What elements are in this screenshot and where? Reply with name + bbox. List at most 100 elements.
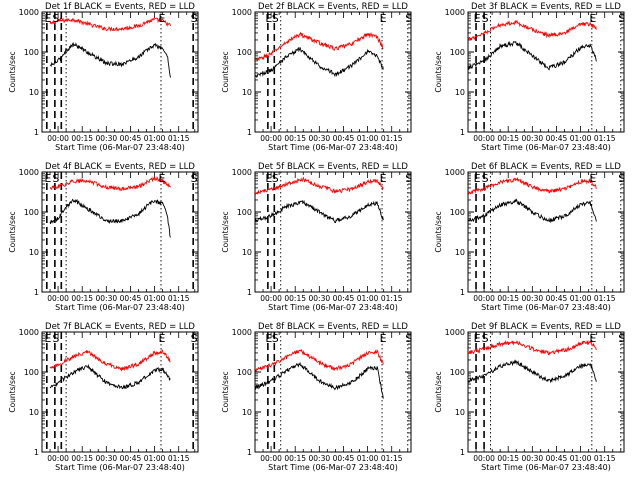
x-tick-label: 00:30 [309, 134, 331, 143]
event-marker-label: S [52, 12, 59, 25]
x-tick-label: 00:30 [309, 454, 331, 463]
y-tick-label: 10 [455, 248, 465, 257]
x-tick-label: 00:45 [120, 294, 142, 303]
x-tick-label: 00:45 [120, 134, 142, 143]
chart-panel: Det 3f BLACK = Events, RED = LLD 1 10 100 10… [434, 2, 625, 152]
event-marker-label: S [405, 12, 412, 25]
x-axis-label: Start Time (06-Mar-07 23:48:40) [55, 463, 185, 472]
event-marker-label: E [265, 332, 272, 345]
y-tick-label: 10 [242, 88, 252, 97]
x-tick-label: 00:45 [546, 294, 568, 303]
chart-panel: Det 8f BLACK = Events, RED = LLD 1 10 100 10… [221, 322, 412, 472]
x-tick-label: 00:15 [497, 134, 519, 143]
plot-data [468, 172, 622, 292]
lld-series-line [49, 175, 171, 192]
plot-data [468, 12, 622, 132]
x-tick-label: 00:00 [473, 454, 495, 463]
event-marker-label: E [474, 172, 481, 185]
event-marker-label: E [159, 332, 166, 345]
x-tick-label: 00:00 [473, 294, 495, 303]
y-tick-label: 1 [460, 288, 465, 297]
chart-panel: Det 9f BLACK = Events, RED = LLD 1 10 100 10… [434, 322, 625, 472]
y-tick-label: 1 [34, 288, 39, 297]
x-tick-label: 00:00 [473, 134, 495, 143]
y-tick-label: 1 [460, 448, 465, 457]
y-axis-label: Counts/sec [434, 371, 443, 412]
y-tick-label: 10 [455, 408, 465, 417]
x-tick-label: 01:00 [570, 294, 592, 303]
y-tick-label: 100 [237, 208, 252, 217]
x-axis-label: Start Time (06-Mar-07 23:48:40) [481, 143, 611, 152]
chart-title: Det 8f BLACK = Events, RED = LLD [258, 322, 408, 332]
x-tick-label: 01:00 [357, 294, 379, 303]
lld-series-line [468, 177, 597, 195]
chart-title: Det 7f BLACK = Events, RED = LLD [45, 322, 195, 332]
chart-title: Det 2f BLACK = Events, RED = LLD [258, 2, 408, 12]
event-marker-label: S [405, 172, 412, 185]
y-tick-label: 100 [237, 368, 252, 377]
plot-data [468, 332, 622, 452]
x-axis-label: Start Time (06-Mar-07 23:48:40) [481, 463, 611, 472]
y-axis-label: Counts/sec [8, 51, 17, 92]
chart-panel: Det 4f BLACK = Events, RED = LLD 1 10 100 10… [8, 162, 199, 312]
lld-series-line [49, 17, 171, 33]
event-marker-label: S [482, 12, 489, 25]
event-marker-label: S [618, 332, 625, 345]
y-tick-label: 1 [460, 128, 465, 137]
x-tick-label: 00:45 [120, 454, 142, 463]
x-tick-label: 00:15 [284, 454, 306, 463]
plot-data [255, 172, 409, 292]
x-axis-label: Start Time (06-Mar-07 23:48:40) [55, 143, 185, 152]
x-tick-label: 00:45 [546, 454, 568, 463]
y-tick-label: 1 [34, 448, 39, 457]
y-tick-label: 100 [450, 208, 465, 217]
chart-panel: Det 6f BLACK = Events, RED = LLD 1 10 100 10… [434, 162, 625, 312]
event-marker-label: E [44, 12, 51, 25]
x-tick-label: 01:15 [381, 294, 403, 303]
x-axis-label: Start Time (06-Mar-07 23:48:40) [55, 303, 185, 312]
plot-data [46, 12, 194, 132]
chart-title: Det 4f BLACK = Events, RED = LLD [45, 162, 195, 172]
event-marker-label: E [44, 332, 51, 345]
x-tick-label: 00:30 [96, 134, 118, 143]
plot-data [255, 332, 409, 452]
event-marker-label: E [380, 332, 387, 345]
x-axis-label: Start Time (06-Mar-07 23:48:40) [268, 303, 398, 312]
chart-panel: Det 5f BLACK = Events, RED = LLD 1 10 100 10… [221, 162, 412, 312]
y-tick-label: 1000 [232, 8, 252, 17]
plot-frame [41, 171, 199, 293]
y-tick-label: 1000 [19, 168, 39, 177]
x-axis-label: Start Time (06-Mar-07 23:48:40) [268, 143, 398, 152]
x-tick-label: 00:15 [497, 294, 519, 303]
x-tick-label: 00:00 [47, 454, 69, 463]
event-marker-label: S [191, 12, 198, 25]
chart-title: Det 6f BLACK = Events, RED = LLD [471, 162, 621, 172]
y-tick-label: 10 [242, 248, 252, 257]
y-tick-label: 1000 [445, 328, 465, 337]
x-tick-label: 00:30 [96, 294, 118, 303]
plot-frame [254, 171, 412, 293]
y-tick-label: 1000 [232, 328, 252, 337]
chart-title: Det 3f BLACK = Events, RED = LLD [471, 2, 621, 12]
chart-panel: Det 7f BLACK = Events, RED = LLD 1 10 100 10… [8, 322, 199, 472]
x-axis-label: Start Time (06-Mar-07 23:48:40) [268, 463, 398, 472]
lld-series-line [468, 20, 597, 41]
lld-series-line [255, 176, 384, 195]
events-series-line [255, 199, 384, 224]
plot-frame [467, 11, 625, 133]
events-series-line [49, 42, 171, 78]
event-marker-label: S [618, 12, 625, 25]
y-tick-label: 100 [24, 368, 39, 377]
x-tick-label: 01:15 [594, 294, 616, 303]
event-marker-label: S [272, 332, 279, 345]
x-tick-label: 00:30 [309, 294, 331, 303]
x-tick-label: 00:45 [333, 454, 355, 463]
x-tick-label: 00:00 [47, 134, 69, 143]
y-tick-label: 100 [450, 48, 465, 57]
y-axis-label: Counts/sec [8, 371, 17, 412]
event-marker-label: S [482, 172, 489, 185]
x-tick-label: 01:00 [570, 134, 592, 143]
x-tick-label: 00:30 [522, 134, 544, 143]
x-tick-label: 00:15 [284, 134, 306, 143]
